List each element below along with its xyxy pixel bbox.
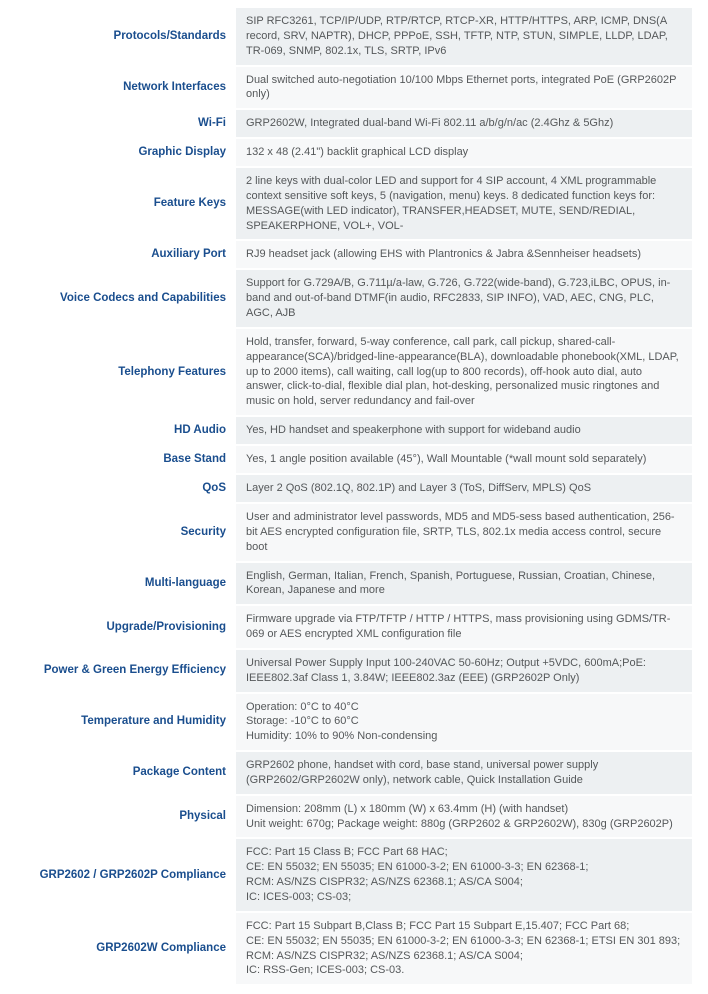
spec-label: GRP2602W Compliance [16, 913, 236, 984]
spec-label: Protocols/Standards [16, 8, 236, 65]
spec-row: Power & Green Energy EfficiencyUniversal… [16, 650, 692, 694]
spec-value: GRP2602W, Integrated dual-band Wi-Fi 802… [236, 110, 692, 137]
spec-row: QoSLayer 2 QoS (802.1Q, 802.1P) and Laye… [16, 475, 692, 504]
spec-value: RJ9 headset jack (allowing EHS with Plan… [236, 241, 692, 268]
spec-row: Base StandYes, 1 angle position availabl… [16, 446, 692, 475]
spec-value: 132 x 48 (2.41") backlit graphical LCD d… [236, 139, 692, 166]
spec-row: Network InterfacesDual switched auto-neg… [16, 67, 692, 111]
spec-row: SecurityUser and administrator level pas… [16, 504, 692, 563]
spec-table: Protocols/StandardsSIP RFC3261, TCP/IP/U… [16, 8, 692, 986]
spec-row: HD AudioYes, HD handset and speakerphone… [16, 417, 692, 446]
spec-row: Wi-FiGRP2602W, Integrated dual-band Wi-F… [16, 110, 692, 139]
spec-row: Telephony FeaturesHold, transfer, forwar… [16, 329, 692, 417]
spec-label: QoS [16, 475, 236, 502]
spec-row: Temperature and HumidityOperation: 0°C t… [16, 694, 692, 753]
spec-label: Upgrade/Provisioning [16, 606, 236, 648]
spec-row: Voice Codecs and CapabilitiesSupport for… [16, 270, 692, 329]
spec-label: Security [16, 504, 236, 561]
spec-value: Dual switched auto-negotiation 10/100 Mb… [236, 67, 692, 109]
spec-value: English, German, Italian, French, Spanis… [236, 563, 692, 605]
spec-value: Universal Power Supply Input 100-240VAC … [236, 650, 692, 692]
spec-value: FCC: Part 15 Subpart B,Class B; FCC Part… [236, 913, 692, 984]
spec-row: Graphic Display132 x 48 (2.41") backlit … [16, 139, 692, 168]
spec-label: Power & Green Energy Efficiency [16, 650, 236, 692]
spec-value: GRP2602 phone, handset with cord, base s… [236, 752, 692, 794]
spec-value: SIP RFC3261, TCP/IP/UDP, RTP/RTCP, RTCP-… [236, 8, 692, 65]
spec-label: Feature Keys [16, 168, 236, 239]
spec-label: Package Content [16, 752, 236, 794]
spec-label: Telephony Features [16, 329, 236, 415]
spec-value: Yes, HD handset and speakerphone with su… [236, 417, 692, 444]
spec-row: GRP2602W ComplianceFCC: Part 15 Subpart … [16, 913, 692, 986]
spec-label: GRP2602 / GRP2602P Compliance [16, 839, 236, 910]
spec-label: Temperature and Humidity [16, 694, 236, 751]
spec-row: Multi-languageEnglish, German, Italian, … [16, 563, 692, 607]
spec-value: Yes, 1 angle position available (45°), W… [236, 446, 692, 473]
spec-value: FCC: Part 15 Class B; FCC Part 68 HAC; C… [236, 839, 692, 910]
spec-row: Auxiliary PortRJ9 headset jack (allowing… [16, 241, 692, 270]
spec-label: Auxiliary Port [16, 241, 236, 268]
spec-label: Voice Codecs and Capabilities [16, 270, 236, 327]
spec-label: Physical [16, 796, 236, 838]
spec-row: Feature Keys2 line keys with dual-color … [16, 168, 692, 241]
spec-label: Network Interfaces [16, 67, 236, 109]
spec-label: Wi-Fi [16, 110, 236, 137]
spec-value: Firmware upgrade via FTP/TFTP / HTTP / H… [236, 606, 692, 648]
spec-label: Graphic Display [16, 139, 236, 166]
spec-value: Layer 2 QoS (802.1Q, 802.1P) and Layer 3… [236, 475, 692, 502]
spec-value: 2 line keys with dual-color LED and supp… [236, 168, 692, 239]
spec-value: User and administrator level passwords, … [236, 504, 692, 561]
spec-label: HD Audio [16, 417, 236, 444]
spec-value: Operation: 0°C to 40°C Storage: -10°C to… [236, 694, 692, 751]
spec-row: GRP2602 / GRP2602P ComplianceFCC: Part 1… [16, 839, 692, 912]
spec-row: Upgrade/ProvisioningFirmware upgrade via… [16, 606, 692, 650]
spec-value: Support for G.729A/B, G.711µ/a-law, G.72… [236, 270, 692, 327]
spec-row: Package ContentGRP2602 phone, handset wi… [16, 752, 692, 796]
spec-label: Base Stand [16, 446, 236, 473]
spec-label: Multi-language [16, 563, 236, 605]
spec-row: Protocols/StandardsSIP RFC3261, TCP/IP/U… [16, 8, 692, 67]
spec-value: Dimension: 208mm (L) x 180mm (W) x 63.4m… [236, 796, 692, 838]
spec-value: Hold, transfer, forward, 5-way conferenc… [236, 329, 692, 415]
spec-row: PhysicalDimension: 208mm (L) x 180mm (W)… [16, 796, 692, 840]
